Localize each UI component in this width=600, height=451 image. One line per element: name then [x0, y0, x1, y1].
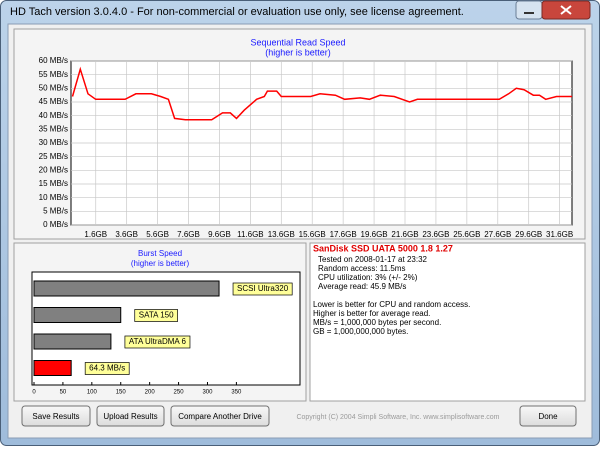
- result-line: Tested on 2008-01-17 at 23:32: [318, 255, 428, 264]
- x-tick-label: 17.6GB: [330, 230, 357, 239]
- bar-label: ATA UltraDMA 6: [129, 337, 187, 346]
- y-tick-label: 40 MB/s: [39, 111, 68, 120]
- y-tick-label: 60 MB/s: [39, 56, 68, 65]
- button[interactable]: [170, 405, 270, 427]
- y-tick-label: 5 MB/s: [43, 206, 68, 215]
- x-tick-label: 150: [116, 390, 127, 396]
- x-tick-label: 11.6GB: [237, 230, 264, 239]
- x-tick-label: 27.6GB: [484, 230, 511, 239]
- y-tick-label: 25 MB/s: [39, 152, 68, 161]
- note-line: Lower is better for CPU and random acces…: [313, 300, 470, 309]
- y-tick-label: 45 MB/s: [39, 97, 68, 106]
- x-tick-label: 3.6GB: [115, 230, 138, 239]
- bar-label: SCSI Ultra320: [237, 284, 289, 293]
- bar: [33, 333, 112, 350]
- close-icon: [560, 5, 572, 15]
- y-tick-label: 50 MB/s: [39, 83, 68, 92]
- bar-label: SATA 150: [139, 311, 174, 320]
- x-tick-label: 23.6GB: [422, 230, 449, 239]
- result-line: Random access: 11.5ms: [318, 264, 405, 273]
- window-title: HD Tach version 3.0.4.0 - For non-commer…: [10, 6, 464, 18]
- result-line: CPU utilization: 3% (+/- 2%): [318, 273, 418, 282]
- y-tick-label: 10 MB/s: [39, 193, 68, 202]
- chart-subtitle: (higher is better): [265, 47, 331, 57]
- bar: [33, 280, 220, 297]
- button-label: Done: [538, 412, 558, 421]
- x-tick-label: 31.6GB: [546, 230, 573, 239]
- x-tick-label: 5.6GB: [146, 230, 169, 239]
- x-tick-label: 19.6GB: [361, 230, 388, 239]
- note-line: GB = 1,000,000,000 bytes.: [313, 327, 408, 336]
- bar-label-box: [124, 335, 191, 349]
- bar-label-box: [232, 282, 293, 296]
- copyright: Copyright (C) 2004 Simpli Software, Inc.…: [296, 414, 499, 421]
- x-tick-label: 9.6GB: [208, 230, 231, 239]
- bar: [33, 307, 122, 323]
- read-line: [71, 66, 572, 121]
- bar-label-box: [84, 362, 130, 375]
- bar-label-box: [134, 309, 178, 322]
- x-tick-label: 100: [87, 390, 98, 396]
- x-tick-label: 13.6GB: [268, 230, 295, 239]
- result-line: Average read: 45.9 MB/s: [318, 282, 406, 291]
- x-tick-label: 7.6GB: [177, 230, 200, 239]
- button-label: Save Results: [32, 412, 79, 421]
- x-tick-label: 1.6GB: [84, 230, 107, 239]
- y-tick-label: 20 MB/s: [39, 165, 68, 174]
- button[interactable]: [519, 405, 577, 427]
- content: Sequential Read Speed(higher is better)0…: [21, 37, 577, 427]
- x-tick-label: 50: [60, 390, 67, 396]
- x-tick-label: 21.6GB: [391, 230, 418, 239]
- x-tick-label: 0: [32, 390, 36, 396]
- x-tick-label: 25.6GB: [453, 230, 480, 239]
- y-tick-label: 15 MB/s: [39, 179, 68, 188]
- y-tick-label: 35 MB/s: [39, 124, 68, 133]
- button-label: Upload Results: [103, 412, 157, 421]
- y-tick-label: 30 MB/s: [39, 138, 68, 147]
- info-panel: [309, 242, 586, 402]
- y-tick-label: 55 MB/s: [39, 70, 68, 79]
- button[interactable]: [21, 405, 91, 427]
- y-tick-label: 0 MB/s: [43, 220, 68, 229]
- bar: [33, 360, 72, 376]
- x-tick-label: 200: [145, 390, 156, 396]
- chart-title: Sequential Read Speed: [250, 37, 345, 47]
- x-tick-label: 350: [231, 390, 242, 396]
- button[interactable]: [96, 405, 165, 427]
- x-tick-label: 300: [202, 390, 213, 396]
- x-tick-label: 15.6GB: [299, 230, 326, 239]
- chart-subtitle: (higher is better): [131, 259, 190, 268]
- minimize-button[interactable]: [515, 0, 543, 20]
- drive-name: SanDisk SSD UATA 5000 1.8 1.27: [313, 243, 453, 253]
- button-label: Compare Another Drive: [178, 412, 262, 421]
- note-line: MB/s = 1,000,000 bytes per second.: [313, 318, 441, 327]
- note-line: Higher is better for average read.: [313, 309, 430, 318]
- chart-title: Burst Speed: [138, 249, 182, 258]
- x-tick-label: 29.6GB: [515, 230, 542, 239]
- x-tick-label: 250: [174, 390, 185, 396]
- bar-label: 64.3 MB/s: [89, 364, 125, 373]
